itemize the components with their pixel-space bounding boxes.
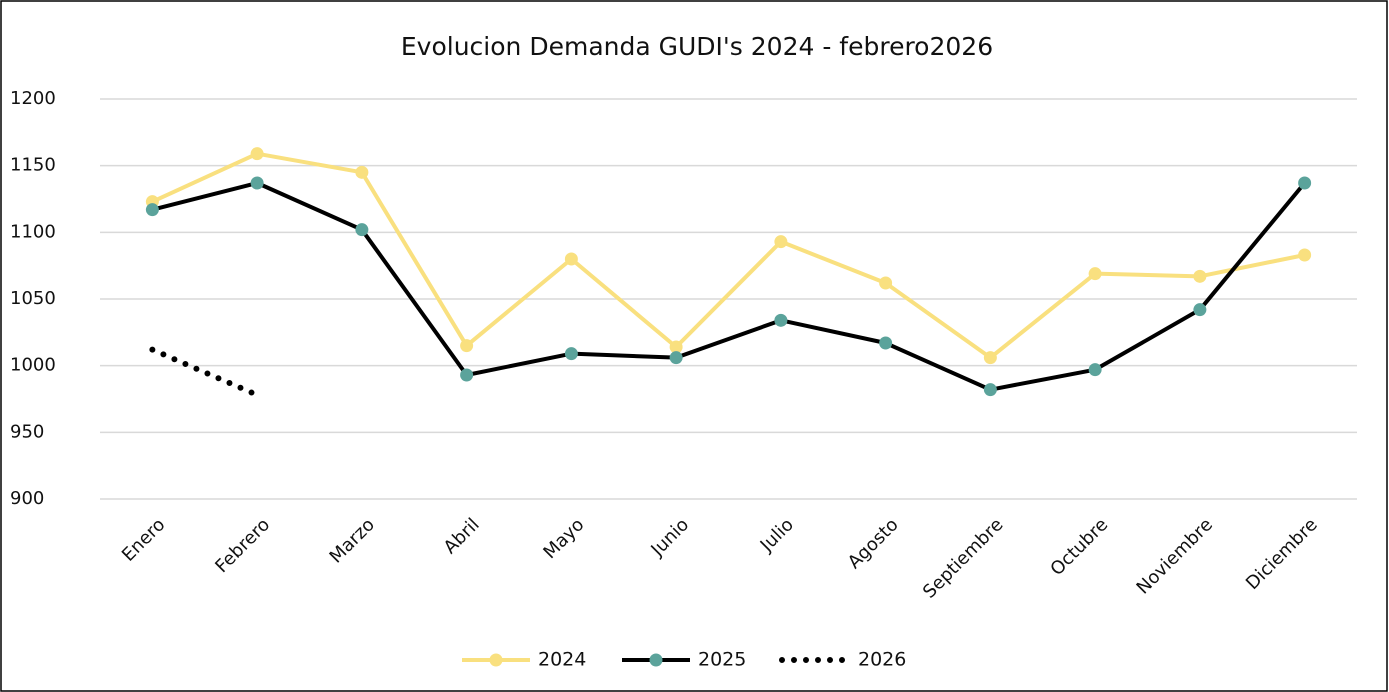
- y-tick-label: 1100: [10, 221, 56, 242]
- data-point: [355, 165, 369, 179]
- data-point: [250, 147, 264, 161]
- data-point: [774, 313, 788, 327]
- legend-marker: [649, 653, 663, 667]
- data-point: [250, 176, 264, 190]
- series-line: [151, 181, 1307, 392]
- data-point: [1088, 267, 1102, 281]
- data-point: [355, 223, 369, 237]
- y-tick-label: 1150: [10, 155, 56, 176]
- data-point: [1193, 303, 1207, 317]
- data-point: [879, 276, 893, 290]
- y-tick-label: 950: [10, 421, 44, 442]
- data-point: [1298, 248, 1312, 262]
- chart-title: Evolucion Demanda GUDI's 2024 - febrero2…: [401, 32, 993, 61]
- y-tick-label: 1050: [10, 288, 56, 309]
- series-line: [151, 151, 1306, 360]
- legend-marker: [489, 653, 503, 667]
- y-tick-label: 1200: [10, 88, 56, 109]
- series-line: [149, 346, 261, 398]
- legend-label: 2026: [858, 649, 906, 671]
- legend-label: 2024: [538, 649, 586, 671]
- data-point: [1298, 176, 1312, 190]
- data-point: [983, 383, 997, 397]
- data-point: [145, 203, 159, 217]
- data-point: [774, 235, 788, 249]
- data-point: [460, 368, 474, 382]
- data-point: [879, 336, 893, 350]
- data-point: [460, 339, 474, 353]
- data-point: [564, 347, 578, 361]
- y-tick-label: 1000: [10, 355, 56, 376]
- data-point: [1193, 269, 1207, 283]
- y-tick-label: 900: [10, 488, 44, 509]
- data-point: [1088, 363, 1102, 377]
- data-point: [669, 340, 683, 354]
- data-point: [564, 252, 578, 266]
- legend-label: 2025: [698, 649, 746, 671]
- data-point: [669, 351, 683, 365]
- data-point: [983, 351, 997, 365]
